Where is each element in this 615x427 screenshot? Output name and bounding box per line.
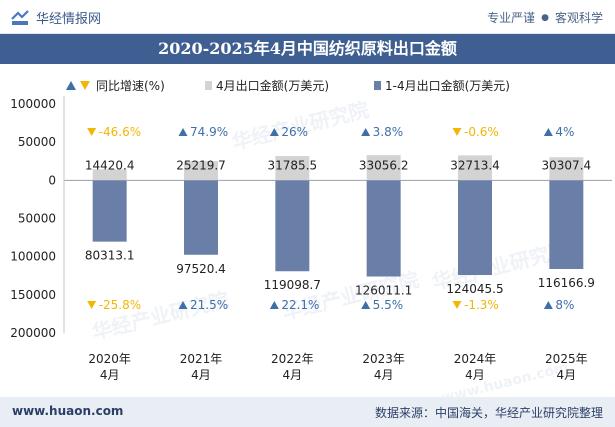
x-tick-line: 2022年 bbox=[271, 352, 314, 366]
month-value-label: 14420.4 bbox=[85, 158, 135, 172]
x-tick-line: 2021年 bbox=[180, 352, 223, 366]
cum-value-label: 124045.5 bbox=[446, 282, 503, 296]
legend-up-triangle-icon bbox=[66, 81, 76, 90]
legend-cum-swatch bbox=[374, 81, 381, 90]
month-value-label: 30307.4 bbox=[542, 158, 592, 172]
x-tick-line: 4月 bbox=[283, 368, 303, 382]
footer: www.huaon.com 数据来源：中国海关，华经产业研究院整理 bbox=[0, 397, 615, 427]
growth-cum-label: 5.5% bbox=[373, 298, 404, 312]
y-tick-label: 0 bbox=[48, 173, 56, 187]
growth-month-label: -46.6% bbox=[99, 125, 141, 139]
legend-growth-label: 同比增速(%) bbox=[96, 79, 165, 93]
growth-month-label: -0.6% bbox=[464, 125, 499, 139]
x-tick-label: 2022年 4月 bbox=[271, 352, 314, 382]
growth-month-label: 4% bbox=[555, 125, 574, 139]
x-tick-line: 4月 bbox=[191, 368, 211, 382]
growth-month-label: 74.9% bbox=[190, 125, 228, 139]
growth-down-triangle-icon bbox=[452, 301, 462, 309]
growth-up-triangle-icon bbox=[269, 128, 279, 136]
legend: 同比增速(%) 4月出口金额(万美元) 1-4月出口金额(万美元) bbox=[66, 78, 510, 93]
bar-month bbox=[92, 169, 127, 181]
legend-down-triangle-icon bbox=[80, 81, 90, 90]
cum-value-label: 116166.9 bbox=[538, 276, 595, 290]
bar-cumulative bbox=[458, 180, 492, 276]
brand[interactable]: 华经情报网 bbox=[10, 8, 101, 27]
y-tick-label: 150000 bbox=[10, 288, 56, 302]
x-tick-label: 2023年 4月 bbox=[362, 352, 405, 382]
y-tick-label: 200000 bbox=[10, 326, 56, 340]
bar-cumulative bbox=[92, 180, 127, 242]
x-tick-line: 2024年 bbox=[454, 352, 497, 366]
bars bbox=[92, 155, 584, 277]
footer-website[interactable]: www.huaon.com bbox=[12, 404, 124, 418]
growth-cum-label: -1.3% bbox=[464, 298, 499, 312]
growth-up-triangle-icon bbox=[543, 128, 553, 136]
growth-month-label: 3.8% bbox=[373, 125, 404, 139]
x-tick-label: 2021年 4月 bbox=[180, 352, 223, 382]
tag-professional: 专业严谨 bbox=[487, 11, 536, 25]
x-tick-label: 2024年 4月 bbox=[454, 352, 497, 382]
month-value-label: 31785.5 bbox=[268, 158, 318, 172]
x-tick-line: 4月 bbox=[557, 368, 577, 382]
y-tick-label: 100000 bbox=[10, 250, 56, 264]
chart-title: 2020-2025年4月中国纺织原料出口金额 bbox=[0, 34, 615, 64]
x-tick-line: 2025年 bbox=[545, 352, 588, 366]
bar-month bbox=[549, 157, 584, 181]
growth-up-triangle-icon bbox=[178, 128, 188, 136]
month-value-label: 32713.4 bbox=[450, 158, 500, 172]
bar-month bbox=[366, 155, 401, 181]
bar-month bbox=[458, 155, 492, 181]
bar-cumulative bbox=[366, 180, 401, 277]
bar-cumulative bbox=[184, 180, 218, 255]
x-tick-line: 4月 bbox=[374, 368, 394, 382]
cum-value-label: 80313.1 bbox=[85, 249, 135, 263]
growth-up-triangle-icon bbox=[361, 128, 371, 136]
growth-up-triangle-icon bbox=[361, 301, 371, 309]
growth-up-triangle-icon bbox=[178, 301, 188, 309]
growth-down-triangle-icon bbox=[87, 128, 97, 136]
growth-down-triangle-icon bbox=[87, 301, 97, 309]
month-value-label: 25219.7 bbox=[176, 158, 226, 172]
cum-value-label: 97520.4 bbox=[176, 262, 226, 276]
x-tick-line: 2023年 bbox=[362, 352, 405, 366]
growth-cum-label: 8% bbox=[555, 298, 574, 312]
bar-month bbox=[184, 161, 218, 181]
x-tick-label: 2025年 4月 bbox=[545, 352, 588, 382]
cum-value-label: 119098.7 bbox=[264, 278, 321, 292]
growth-up-triangle-icon bbox=[269, 301, 279, 309]
y-tick-label: 50000 bbox=[18, 212, 56, 226]
site-name: 华经情报网 bbox=[36, 12, 102, 27]
growth-down-triangle-icon bbox=[452, 128, 462, 136]
tag-objective: 客观科学 bbox=[554, 11, 603, 25]
data-labels: -46.6% 14420.4 80313.1 -25.8% 74.9% 25219.7 97… bbox=[85, 125, 595, 312]
growth-cum-label: 22.1% bbox=[281, 298, 319, 312]
growth-cum-label: 21.5% bbox=[190, 298, 228, 312]
growth-month-label: 26% bbox=[281, 125, 308, 139]
bar-cumulative bbox=[275, 180, 310, 272]
y-tick-label: 100000 bbox=[10, 97, 56, 111]
x-tick-label: 2020年 4月 bbox=[88, 352, 131, 382]
brand-logo-icon bbox=[11, 9, 29, 25]
chart-area: 同比增速(%) 4月出口金额(万美元) 1-4月出口金额(万美元) 100000 50… bbox=[10, 78, 612, 382]
growth-cum-label: -25.8% bbox=[99, 298, 141, 312]
growth-up-triangle-icon bbox=[543, 301, 553, 309]
y-axis: 100000 50000 0 50000 100000 150000 200000 bbox=[10, 96, 612, 340]
y-tick-label: 50000 bbox=[18, 135, 56, 149]
footer-source: 数据来源：中国海关，华经产业研究院整理 bbox=[374, 406, 603, 420]
legend-month-label: 4月出口金额(万美元) bbox=[216, 78, 329, 93]
bullet-icon: ● bbox=[541, 12, 549, 23]
top-bar: 华经情报网 专业严谨 ● 客观科学 bbox=[0, 0, 615, 34]
cum-value-label: 126011.1 bbox=[355, 284, 412, 298]
month-value-label: 33056.2 bbox=[359, 158, 409, 172]
header-tags: 专业严谨 ● 客观科学 bbox=[487, 9, 603, 26]
x-tick-line: 4月 bbox=[100, 368, 120, 382]
legend-cum-label: 1-4月出口金额(万美元) bbox=[385, 78, 510, 93]
x-tick-line: 2020年 bbox=[88, 352, 131, 366]
bar-month bbox=[275, 156, 310, 181]
legend-month-swatch bbox=[205, 81, 212, 90]
x-tick-line: 4月 bbox=[465, 368, 485, 382]
bar-cumulative bbox=[549, 180, 584, 270]
